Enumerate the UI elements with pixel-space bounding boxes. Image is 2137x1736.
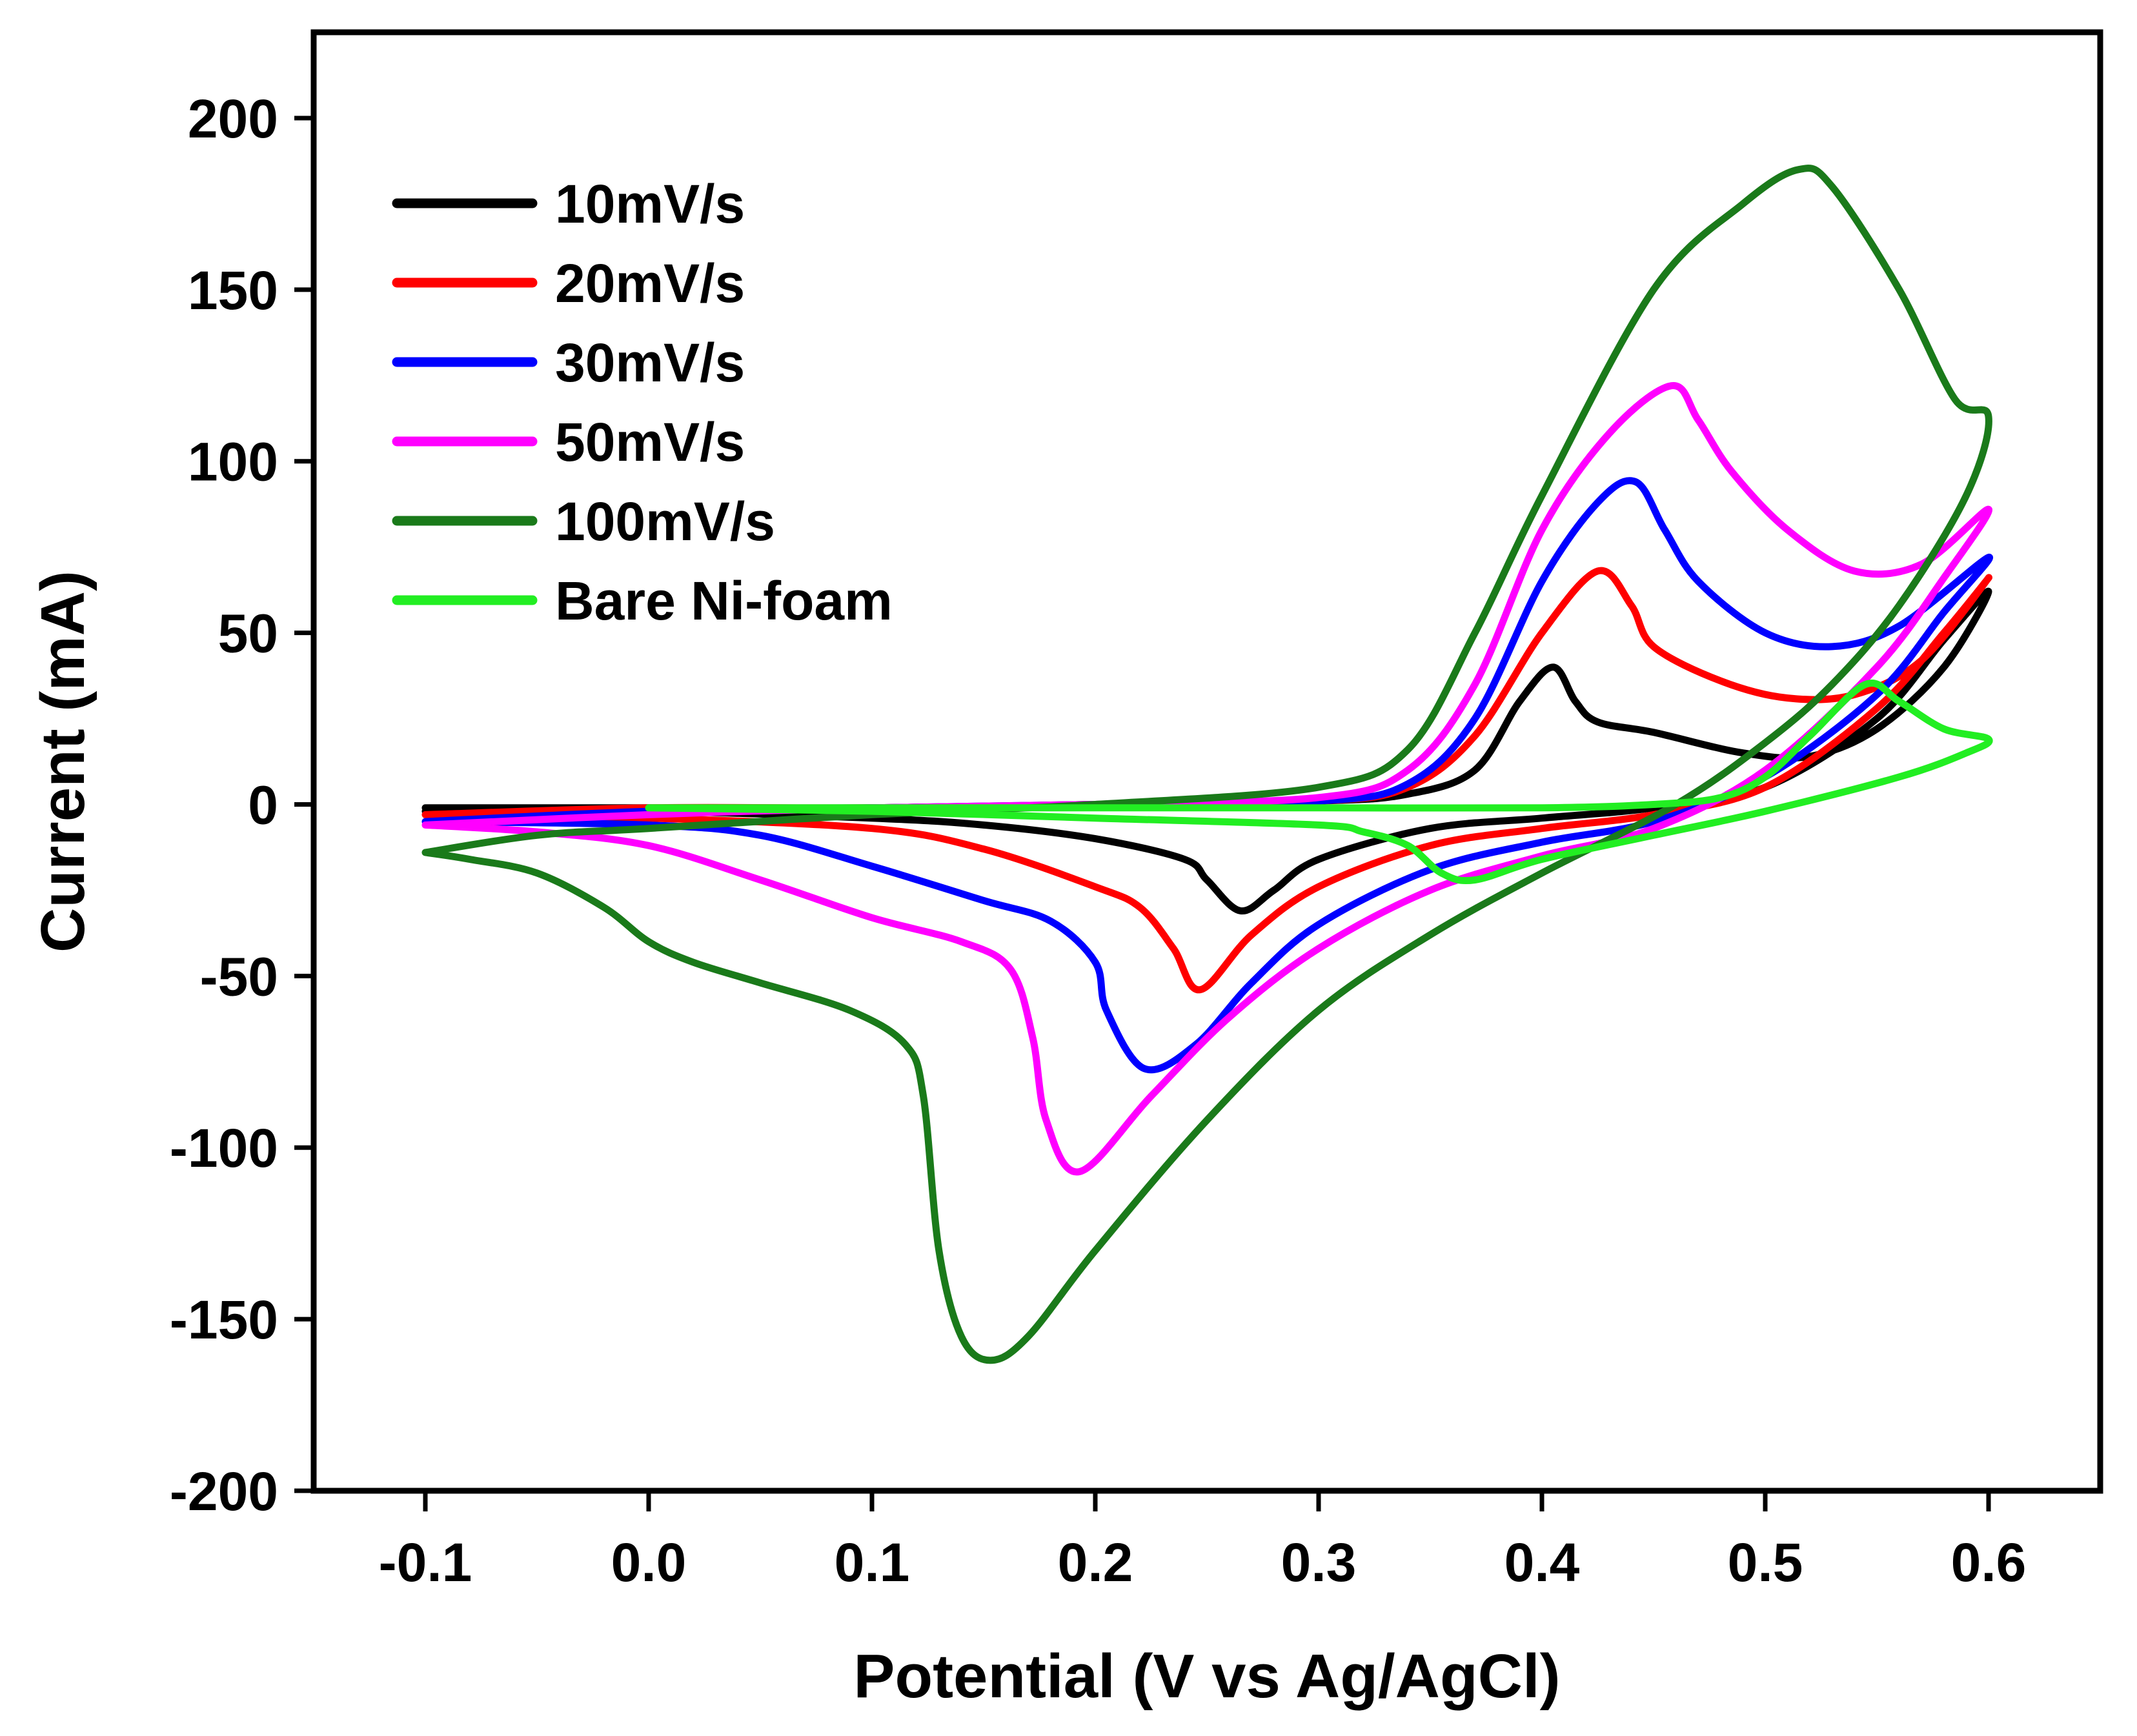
y-axis: -200 -150 -100 -50 0 50 100 150 200 [170, 88, 314, 1522]
y-tick-label: -100 [170, 1118, 278, 1178]
plot-frame [310, 29, 2103, 1494]
legend-label-30mv-s: 30mV/s [555, 332, 745, 393]
x-tick-label: 0.4 [1504, 1532, 1580, 1593]
x-tick-label: 0.5 [1728, 1532, 1803, 1593]
legend-label-10mv-s: 10mV/s [555, 174, 745, 234]
series-layer [421, 165, 1994, 1364]
x-axis-title: Potential (V vs Ag/AgCl) [853, 1642, 1560, 1711]
x-tick-label: 0.1 [835, 1532, 910, 1593]
legend-label-bare-ni-foam: Bare Ni-foam [555, 570, 893, 631]
y-axis-title: Current (mA) [28, 570, 97, 953]
x-tick-label: 0.0 [611, 1532, 687, 1593]
legend-label-100mv-s: 100mV/s [555, 491, 775, 552]
legend: 10mV/s 20mV/s 30mV/s 50mV/s 100mV/s Bare Ni-f… [392, 174, 893, 631]
legend-label-20mv-s: 20mV/s [555, 253, 745, 314]
series-line-100mv-s [421, 165, 1992, 1364]
series-line-50mv-s [421, 382, 1992, 1176]
y-tick-label: 200 [188, 88, 278, 149]
y-tick-label: 50 [218, 603, 278, 664]
y-tick-label: 100 [188, 432, 278, 492]
y-tick-label: -50 [200, 946, 278, 1007]
x-tick-label: 0.6 [1951, 1532, 2027, 1593]
x-axis: -0.1 0.0 0.1 0.2 0.3 0.4 0.5 0.6 [379, 1491, 2027, 1593]
legend-label-50mv-s: 50mV/s [555, 412, 745, 472]
x-tick-label: 0.2 [1058, 1532, 1133, 1593]
y-tick-label: 0 [248, 774, 278, 835]
y-tick-label: 150 [188, 260, 278, 321]
x-tick-label: 0.3 [1281, 1532, 1357, 1593]
y-tick-label: -200 [170, 1461, 278, 1522]
series-line-bare-ni-foam [645, 680, 1993, 885]
y-tick-label: -150 [170, 1289, 278, 1350]
x-tick-label: -0.1 [379, 1532, 472, 1593]
